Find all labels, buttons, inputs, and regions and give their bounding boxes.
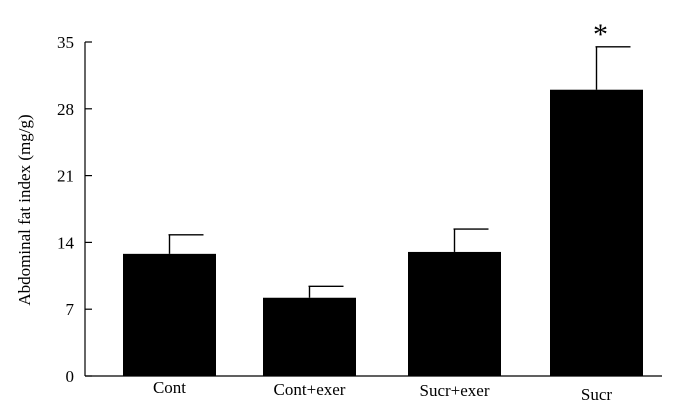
x-tick-label: Sucr+exer xyxy=(419,381,489,400)
y-tick-label: 0 xyxy=(66,367,75,386)
error-bars-group xyxy=(168,46,631,298)
y-tick-label: 28 xyxy=(57,100,74,119)
x-tick-label: Sucr xyxy=(581,385,613,403)
y-ticks-group: 0 7 14 21 28 35 xyxy=(57,33,92,386)
x-tick-label: Cont+exer xyxy=(274,380,346,399)
annotations-group: * xyxy=(593,18,608,51)
bar-cont-exer xyxy=(263,297,356,376)
bars-group xyxy=(123,89,643,376)
bar-sucr xyxy=(550,89,643,376)
x-tick-label: Cont xyxy=(153,378,186,397)
y-tick-label: 14 xyxy=(57,233,75,252)
bar-sucr-exer xyxy=(408,251,501,376)
y-tick-label: 21 xyxy=(57,167,74,186)
y-tick-label: 35 xyxy=(57,33,74,52)
y-tick-label: 7 xyxy=(66,300,75,319)
x-ticks-group: Cont Cont+exer Sucr+exer Sucr xyxy=(153,378,612,403)
bar-cont xyxy=(123,253,216,376)
y-axis-label: Abdominal fat index (mg/g) xyxy=(15,114,34,305)
significance-marker: * xyxy=(593,18,608,51)
